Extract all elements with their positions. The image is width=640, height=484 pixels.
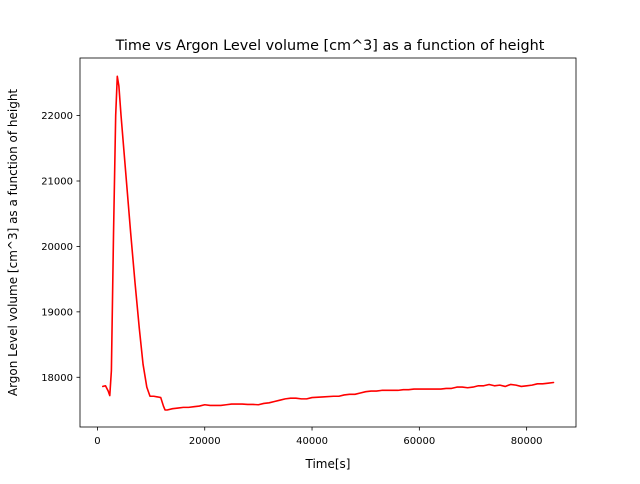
y-tick-label: 21000 — [41, 177, 73, 188]
x-axis-label: Time[s] — [305, 457, 351, 471]
x-tick-label: 0 — [94, 436, 100, 447]
x-tick-label: 20000 — [189, 436, 221, 447]
y-axis-label: Argon Level volume [cm^3] as a function … — [6, 89, 20, 397]
plot-frame — [79, 57, 577, 428]
x-axis: 0 20000 40000 60000 80000 — [94, 427, 543, 447]
series-line-0 — [102, 75, 555, 411]
y-tick-label: 22000 — [41, 111, 73, 122]
x-tick-label: 60000 — [403, 436, 435, 447]
y-tick-label: 18000 — [41, 373, 73, 384]
x-tick-label: 80000 — [511, 436, 543, 447]
y-tick-label: 20000 — [41, 242, 73, 253]
chart-title: Time vs Argon Level volume [cm^3] as a f… — [115, 38, 545, 54]
y-tick-label: 19000 — [41, 307, 73, 318]
y-axis: 18000 19000 20000 21000 22000 — [41, 111, 80, 384]
plot-area — [102, 75, 555, 411]
x-tick-label: 40000 — [296, 436, 328, 447]
